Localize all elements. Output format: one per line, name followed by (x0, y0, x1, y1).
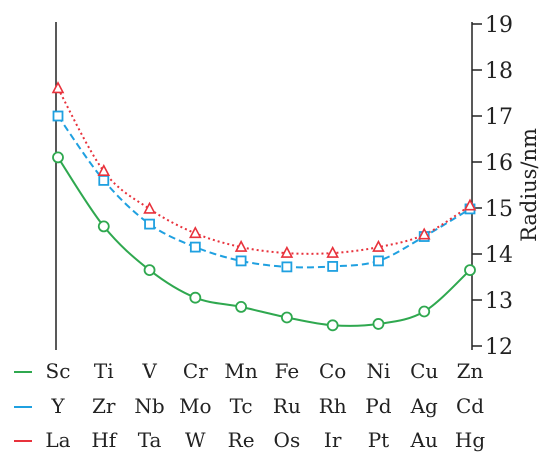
data-point-circle (418, 305, 431, 318)
x-category-label: Ru (273, 394, 301, 418)
data-point-triangle (189, 226, 202, 239)
x-category-label: Y (50, 394, 65, 418)
legend-rows: Sc Ti V Cr Mn Fe Co Ni Cu Zn Y Zr Nb Mo Tc Ru Rh Pd Ag Cd La… (14, 359, 485, 452)
series-lines (57, 87, 471, 327)
data-point-square (327, 261, 339, 272)
axes: 12 13 14 15 16 17 18 19 Radius/nm (55, 13, 541, 360)
x-category-label: Pt (368, 428, 390, 452)
x-category-label: Zr (92, 394, 116, 418)
data-point-triangle (417, 227, 431, 240)
data-point-circle (280, 311, 293, 324)
data-point-square (144, 218, 155, 230)
data-point-triangle (372, 239, 385, 252)
y-tick-label: 15 (485, 197, 513, 222)
x-category-label: Rh (319, 394, 347, 418)
x-category-label: Re (228, 428, 255, 452)
data-point-circle (97, 220, 110, 233)
series-line-1 (57, 156, 471, 327)
x-category-label: Hf (91, 428, 117, 452)
data-point-triangle (280, 245, 294, 258)
x-category-label: Ti (94, 359, 114, 383)
x-category-label: Fe (275, 359, 300, 383)
x-category-label: Pd (365, 394, 391, 418)
x-category-label: Ag (410, 394, 438, 418)
series-markers (51, 81, 477, 332)
x-category-label: Zn (457, 359, 484, 383)
x-category-label: Os (274, 428, 301, 452)
data-point-square (52, 110, 64, 122)
data-point-square (98, 174, 110, 186)
data-point-square (189, 241, 201, 253)
y-tick-label: 14 (485, 243, 513, 268)
data-point-triangle (326, 245, 339, 258)
data-point-circle (52, 151, 64, 164)
x-category-label: V (141, 359, 157, 383)
x-category-label: Hg (455, 428, 485, 452)
y-tick-label: 16 (485, 151, 513, 176)
y-tick-label: 17 (485, 105, 513, 130)
y-axis-title: Radius/nm (517, 128, 541, 242)
x-category-label: Ta (138, 428, 162, 452)
x-category-label: La (45, 428, 70, 452)
x-category-label: W (185, 428, 206, 452)
x-category-label: Mn (224, 359, 257, 383)
x-category-label: Mo (179, 394, 212, 418)
data-point-circle (189, 291, 202, 304)
data-point-circle (326, 319, 339, 332)
data-point-triangle (143, 201, 156, 214)
data-point-circle (464, 264, 476, 277)
y-tick-label: 12 (485, 335, 513, 360)
x-category-label: Cd (456, 394, 484, 418)
data-point-circle (143, 264, 156, 277)
y-tick-label: 13 (485, 289, 513, 314)
y-tick-label: 18 (485, 59, 513, 84)
data-point-square (235, 255, 247, 267)
x-category-label: Nb (134, 394, 164, 418)
data-point-triangle (234, 239, 248, 252)
series-line-3 (57, 87, 471, 255)
x-category-label: Au (410, 428, 438, 452)
series-line-2 (57, 115, 471, 269)
x-category-label: Cr (183, 359, 208, 383)
y-tick-label: 19 (485, 13, 513, 38)
data-point-triangle (97, 163, 111, 176)
x-category-label: Cu (410, 359, 438, 383)
x-category-label: Sc (46, 359, 71, 383)
x-category-label: Ni (366, 359, 390, 383)
data-point-square (281, 261, 293, 273)
x-category-label: Tc (230, 394, 253, 418)
data-point-circle (372, 318, 385, 330)
data-point-triangle (51, 81, 65, 94)
x-category-label: Co (319, 359, 346, 383)
data-point-square (373, 255, 384, 267)
data-point-triangle (463, 198, 477, 211)
data-point-circle (235, 300, 248, 313)
x-category-label: Ir (324, 428, 342, 452)
